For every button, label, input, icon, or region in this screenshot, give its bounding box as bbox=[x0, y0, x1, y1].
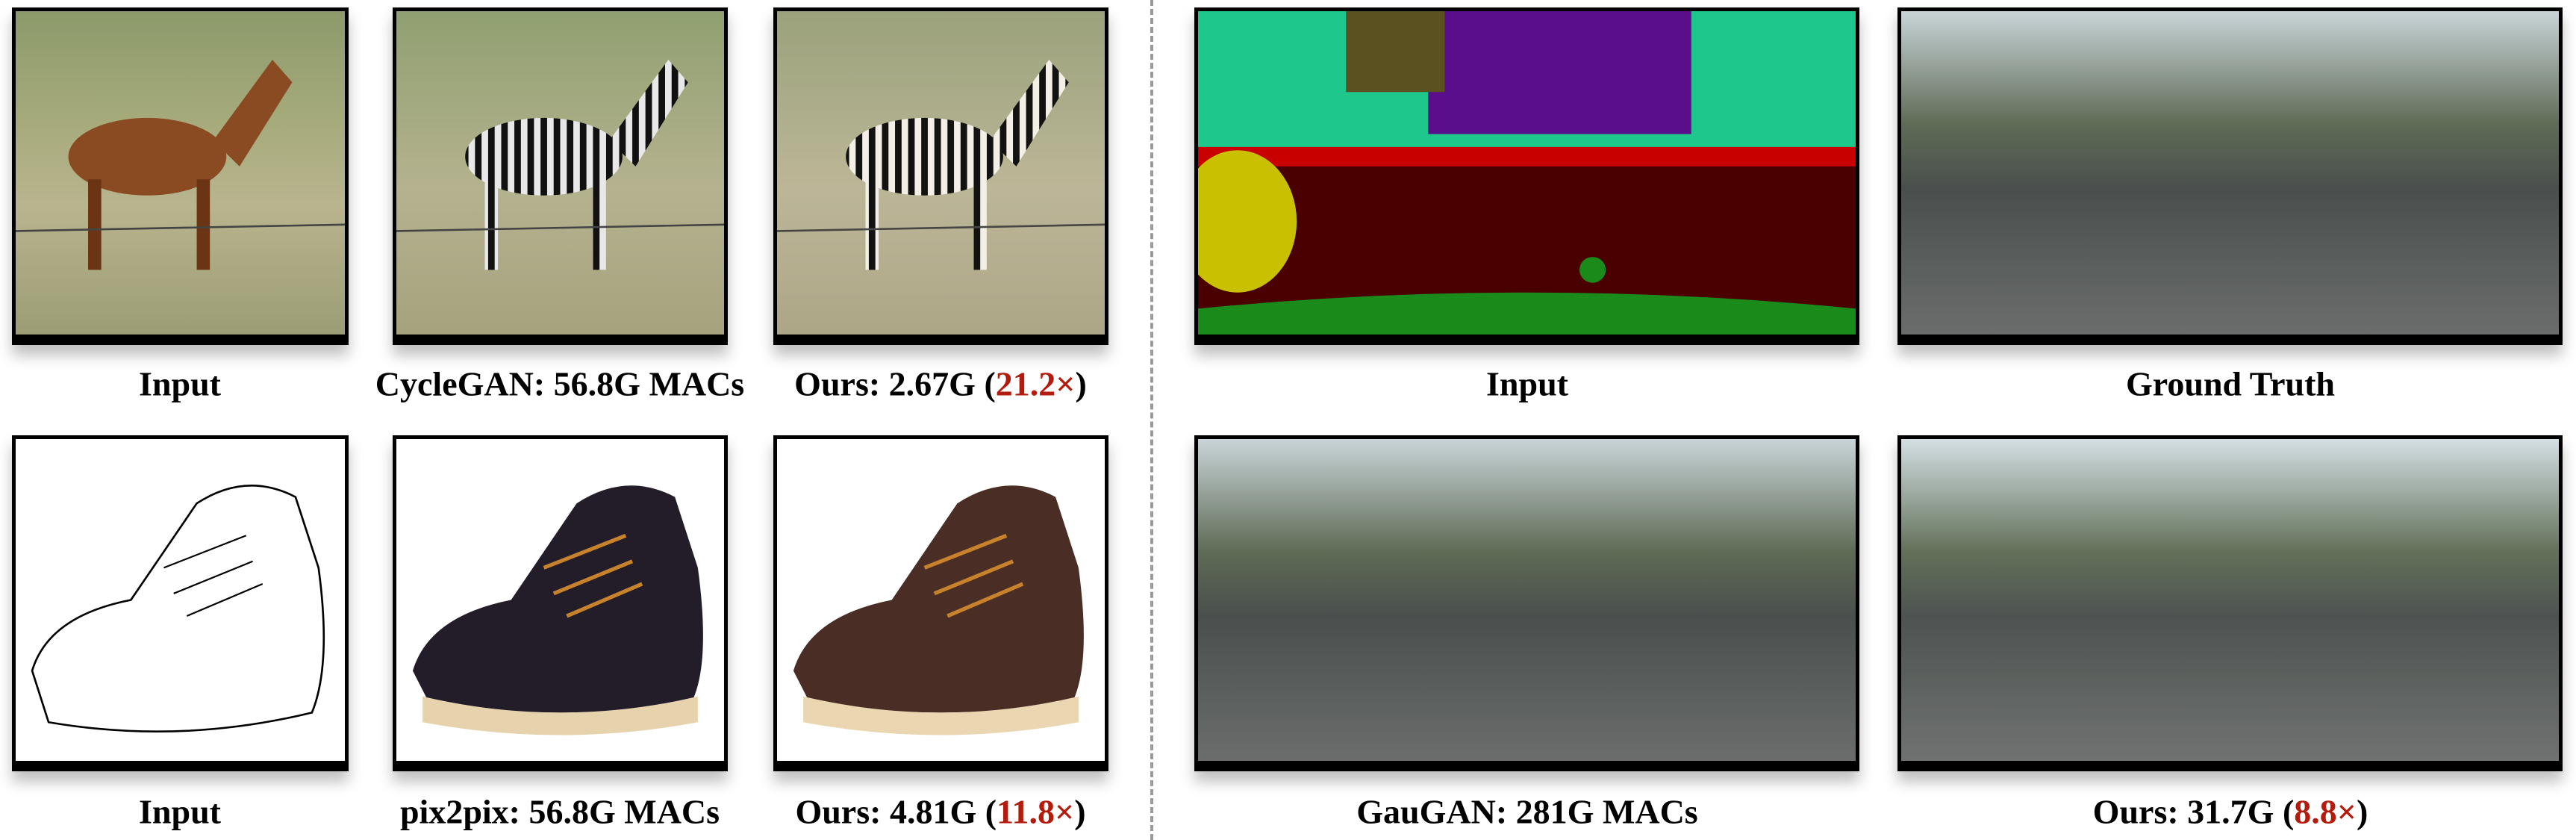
caption-input: Input bbox=[139, 364, 221, 403]
caption-input: Input bbox=[1486, 364, 1568, 403]
caption-ground-truth: Ground Truth bbox=[2126, 364, 2335, 403]
horse-illustration bbox=[16, 59, 345, 270]
shoe-sketch bbox=[31, 484, 325, 732]
ours-gaugan-output-image bbox=[1897, 435, 2563, 771]
gaugan-output-image bbox=[1194, 435, 1859, 771]
pix2pix-output-image bbox=[393, 435, 728, 771]
caption-prefix: Ours: 31.7G ( bbox=[2092, 792, 2295, 831]
shoe-illustration bbox=[412, 485, 703, 735]
speedup-value: 21.2× bbox=[995, 364, 1076, 403]
caption-ours-gaugan: Ours: 31.7G (8.8×) bbox=[2093, 792, 2368, 832]
zebra-illustration bbox=[396, 59, 724, 270]
caption-prefix: Ours: 4.81G ( bbox=[795, 792, 997, 831]
zebra-illustration bbox=[777, 59, 1105, 270]
caption-suffix: ) bbox=[2357, 792, 2368, 831]
shoe-illustration bbox=[793, 485, 1084, 735]
caption-ours-pix2pix: Ours: 4.81G (11.8×) bbox=[795, 792, 1085, 832]
ours-pix2pix-output-image bbox=[773, 435, 1108, 771]
ground-truth-image bbox=[1897, 7, 2563, 345]
caption-suffix: ) bbox=[1074, 792, 1086, 831]
edges-input-image bbox=[12, 435, 349, 771]
cyclegan-output-image bbox=[393, 7, 728, 345]
caption-prefix: Ours: 2.67G ( bbox=[794, 364, 996, 403]
caption-cyclegan: CycleGAN: 56.8G MACs bbox=[375, 364, 745, 403]
caption-input: Input bbox=[139, 792, 221, 831]
segmentation-input-image bbox=[1194, 7, 1859, 345]
caption-pix2pix: pix2pix: 56.8G MACs bbox=[399, 792, 720, 831]
ours-cyclegan-output-image bbox=[773, 7, 1108, 345]
panel-divider bbox=[1150, 0, 1153, 840]
horse-input-image bbox=[12, 7, 349, 345]
caption-gaugan: GauGAN: 281G MACs bbox=[1356, 792, 1698, 831]
segmentation-map bbox=[1198, 11, 1856, 335]
caption-ours-cyclegan: Ours: 2.67G (21.2×) bbox=[794, 364, 1087, 404]
speedup-value: 11.8× bbox=[997, 792, 1075, 831]
speedup-value: 8.8× bbox=[2294, 792, 2357, 831]
caption-suffix: ) bbox=[1075, 364, 1087, 403]
